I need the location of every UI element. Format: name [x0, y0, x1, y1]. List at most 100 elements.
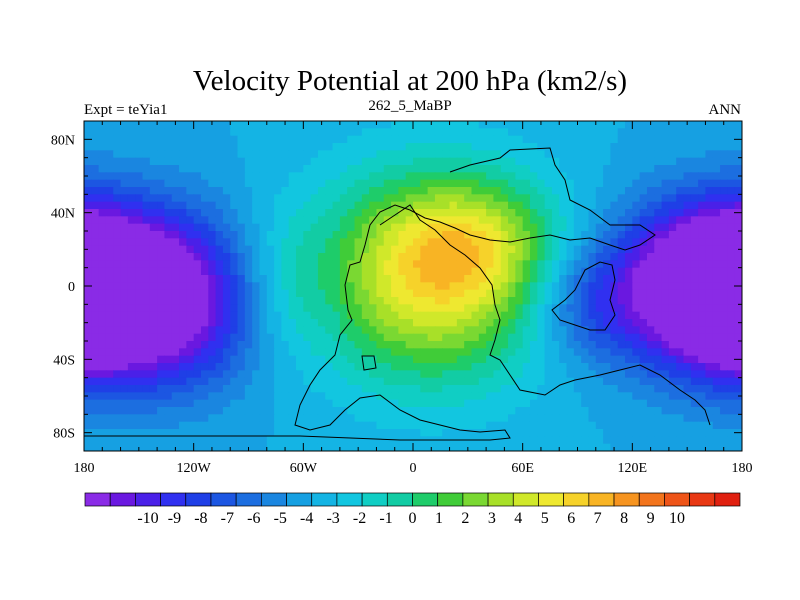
- field-cell: [632, 304, 641, 313]
- field-cell: [120, 172, 129, 181]
- field-cell: [288, 385, 297, 393]
- field-cell: [391, 319, 399, 327]
- field-cell: [127, 267, 136, 276]
- field-cell: [303, 407, 312, 415]
- field-cell: [522, 245, 531, 254]
- field-cell: [529, 157, 538, 166]
- field-cell: [727, 223, 736, 232]
- field-cell: [595, 172, 604, 181]
- field-cell: [603, 128, 611, 137]
- field-cell: [193, 355, 202, 364]
- field-cell: [683, 311, 692, 320]
- field-cell: [456, 128, 465, 137]
- field-cell: [281, 187, 290, 195]
- field-cell: [347, 245, 356, 254]
- field-cell: [164, 363, 173, 371]
- field-cell: [698, 143, 707, 151]
- field-cell: [427, 194, 436, 203]
- field-cell: [698, 260, 707, 269]
- field-cell: [413, 304, 421, 313]
- field-cell: [544, 187, 553, 195]
- field-cell: [698, 333, 707, 342]
- field-cell: [398, 282, 407, 291]
- field-cell: [603, 341, 611, 349]
- field-cell: [391, 392, 399, 401]
- field-cell: [383, 304, 392, 313]
- field-cell: [127, 231, 136, 239]
- field-cell: [434, 135, 443, 144]
- field-cell: [105, 216, 114, 225]
- field-cell: [303, 216, 312, 225]
- field-cell: [405, 143, 414, 151]
- field-cell: [369, 429, 378, 437]
- field-cell: [544, 128, 553, 137]
- field-cell: [179, 150, 187, 159]
- field-cell: [420, 304, 429, 313]
- field-cell: [625, 319, 633, 327]
- field-cell: [529, 392, 538, 401]
- field-cell: [727, 172, 736, 181]
- field-cell: [142, 443, 151, 451]
- field-cell: [529, 363, 538, 371]
- field-cell: [296, 238, 304, 247]
- field-cell: [405, 165, 414, 173]
- field-cell: [317, 355, 326, 364]
- field-cell: [369, 370, 378, 379]
- field-cell: [391, 216, 399, 225]
- field-cell: [127, 150, 136, 159]
- field-cell: [281, 282, 290, 291]
- field-cell: [171, 333, 180, 342]
- field-cell: [727, 135, 736, 144]
- field-cell: [456, 429, 465, 437]
- field-cell: [157, 165, 166, 173]
- field-cell: [683, 429, 692, 437]
- field-cell: [208, 187, 217, 195]
- field-cell: [398, 187, 407, 195]
- field-cell: [551, 128, 560, 137]
- field-cell: [405, 407, 414, 415]
- field-cell: [515, 201, 524, 210]
- field-cell: [288, 348, 297, 357]
- field-cell: [537, 165, 546, 173]
- field-cell: [91, 245, 100, 254]
- field-cell: [683, 135, 692, 144]
- field-cell: [690, 150, 699, 159]
- field-cell: [471, 304, 480, 313]
- field-cell: [200, 348, 209, 357]
- field-cell: [508, 275, 516, 283]
- field-cell: [113, 289, 122, 298]
- field-cell: [296, 201, 304, 210]
- field-cell: [193, 165, 202, 173]
- field-cell: [179, 377, 187, 386]
- field-cell: [281, 231, 290, 239]
- field-cell: [288, 370, 297, 379]
- field-cell: [127, 209, 136, 217]
- field-cell: [529, 385, 538, 393]
- field-cell: [274, 216, 282, 225]
- field-cell: [632, 414, 641, 423]
- field-cell: [442, 157, 451, 166]
- field-cell: [668, 209, 677, 217]
- field-cell: [274, 209, 282, 217]
- field-cell: [208, 260, 217, 269]
- field-cell: [405, 216, 414, 225]
- field-cell: [383, 429, 392, 437]
- field-cell: [427, 135, 436, 144]
- field-cell: [259, 209, 268, 217]
- field-cell: [149, 429, 158, 437]
- field-cell: [215, 143, 224, 151]
- field-cell: [588, 319, 597, 327]
- field-cell: [668, 355, 677, 364]
- field-cell: [668, 414, 677, 423]
- field-cell: [639, 311, 648, 320]
- field-cell: [588, 275, 597, 283]
- field-cell: [581, 297, 590, 305]
- field-cell: [449, 150, 458, 159]
- field-cell: [325, 194, 334, 203]
- field-cell: [413, 201, 421, 210]
- field-cell: [222, 348, 231, 357]
- field-cell: [361, 443, 370, 451]
- field-cell: [215, 363, 224, 371]
- field-cell: [281, 421, 290, 430]
- field-cell: [551, 355, 560, 364]
